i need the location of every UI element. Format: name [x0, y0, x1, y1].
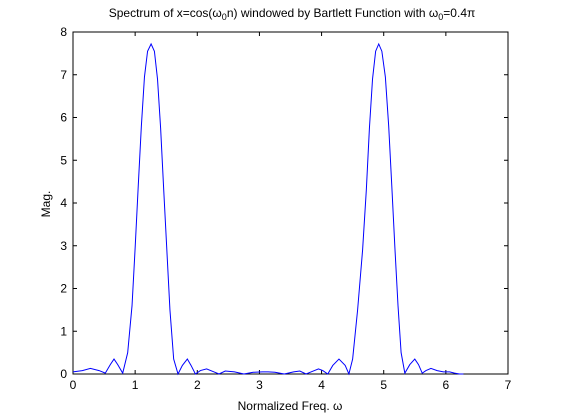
x-tick-label: 1	[132, 378, 139, 392]
y-tick-label: 3	[60, 239, 67, 253]
y-axis-label: Mag.	[39, 191, 53, 218]
x-tick-labels: 0 1 2 3 4 5 6 7	[70, 378, 512, 392]
x-tick-label: 0	[70, 378, 77, 392]
y-tick-label: 1	[60, 324, 67, 338]
x-tick-label: 5	[380, 378, 387, 392]
axis-ticks	[72, 31, 509, 375]
y-tick-label: 4	[60, 196, 67, 210]
y-tick-label: 5	[60, 153, 67, 167]
x-axis-label: Normalized Freq. ω	[238, 399, 343, 413]
y-tick-label: 6	[60, 111, 67, 125]
x-tick-label: 2	[194, 378, 201, 392]
plot-area	[72, 31, 509, 375]
y-tick-label: 7	[60, 68, 67, 82]
x-tick-label: 3	[256, 378, 263, 392]
spectrum-line	[72, 42, 464, 376]
x-tick-label: 4	[318, 378, 325, 392]
y-tick-label: 0	[60, 367, 67, 381]
y-tick-label: 2	[60, 282, 67, 296]
y-tick-labels: 0 1 2 3 4 5 6 7 8	[60, 25, 67, 381]
chart-title: Spectrum of x=cos(ω0n) windowed by Bartl…	[109, 6, 476, 22]
y-tick-label: 8	[60, 25, 67, 39]
x-tick-label: 7	[505, 378, 512, 392]
x-tick-label: 6	[443, 378, 450, 392]
